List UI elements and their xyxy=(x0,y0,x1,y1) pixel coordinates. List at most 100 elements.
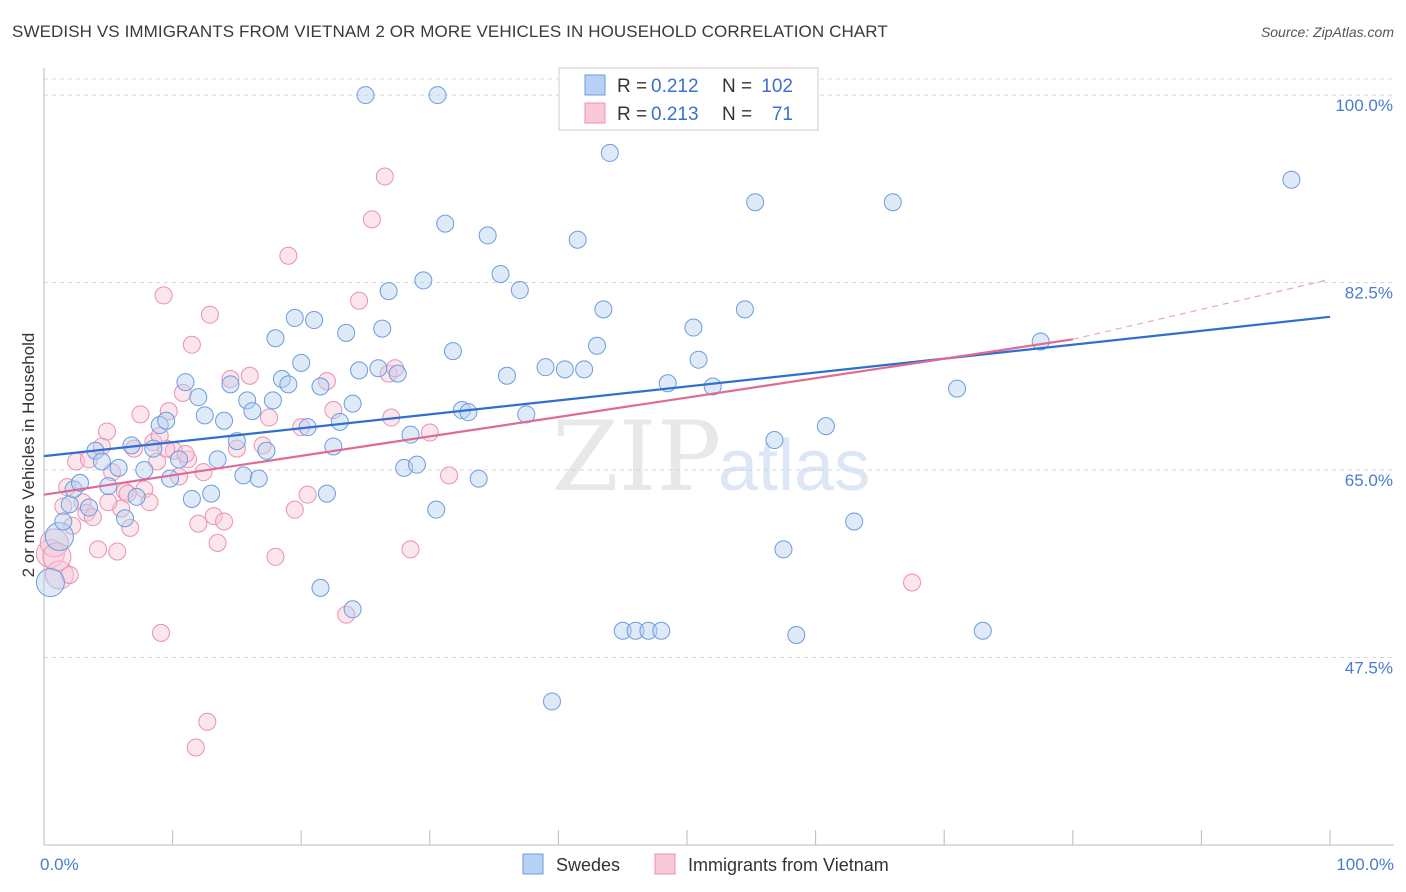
swedes-point-56 xyxy=(407,455,426,474)
swedes-point-31 xyxy=(243,402,262,421)
y-tick-label-1: 65.0% xyxy=(1345,471,1393,490)
vietnam-point-58 xyxy=(440,466,459,485)
swedes-point-49 xyxy=(356,86,375,105)
swedes-point-98 xyxy=(311,578,330,597)
legend-bottom: Swedes Immigrants from Vietnam xyxy=(522,853,889,875)
swedes-point-60 xyxy=(443,342,462,361)
vietnam-point-14 xyxy=(108,542,127,561)
swedes-point-21 xyxy=(182,489,201,508)
swedes-point-51 xyxy=(373,319,392,338)
vietnam-point-36 xyxy=(200,305,219,324)
trend-line-vietnam-extension xyxy=(1072,278,1331,340)
swedes-point-99 xyxy=(343,600,362,619)
vietnam-point-35 xyxy=(198,712,217,731)
vietnam-point-45 xyxy=(285,500,304,519)
vietnam-point-40 xyxy=(240,366,259,385)
swedes-point-71 xyxy=(555,360,574,379)
x-ticks xyxy=(172,830,1331,845)
y-tick-label-2: 82.5% xyxy=(1345,284,1393,303)
swedes-point-41 xyxy=(305,311,324,330)
vietnam-point-31 xyxy=(182,335,201,354)
swedes-point-22 xyxy=(189,388,208,407)
vietnam-point-25 xyxy=(154,286,173,305)
vietnam-point-57 xyxy=(420,423,439,442)
swedes-point-13 xyxy=(127,487,146,506)
vietnam-point-67 xyxy=(227,439,246,458)
legend-top: R = 0.212 N = 102 R = 0.213 N = 71 xyxy=(558,67,819,131)
vietnam-point-59 xyxy=(903,573,922,592)
vietnam-point-3 xyxy=(54,497,73,516)
vietnam-point-51 xyxy=(362,210,381,229)
vietnam-point-5 xyxy=(63,516,82,535)
swedes-point-52 xyxy=(379,282,398,301)
swedes-point-92 xyxy=(883,193,902,212)
swedes-point-90 xyxy=(816,417,835,436)
swedes-point-17 xyxy=(157,411,176,430)
vietnam-point-18 xyxy=(125,439,144,458)
swedes-point-32 xyxy=(249,469,268,488)
series-vietnam-points xyxy=(35,167,922,757)
swedes-point-73 xyxy=(575,360,594,379)
y-tick-label-3: 100.0% xyxy=(1335,96,1393,115)
swedes-point-77 xyxy=(613,621,632,640)
swedes-point-94 xyxy=(973,621,992,640)
swedes-point-97 xyxy=(428,86,447,105)
vietnam-point-42 xyxy=(260,408,279,427)
legend-n-label-swedes: N = xyxy=(722,76,752,97)
swedes-point-93 xyxy=(948,379,967,398)
swedes-point-18 xyxy=(161,469,180,488)
swedes-point-26 xyxy=(215,411,234,430)
swedes-point-27 xyxy=(221,375,240,394)
swedes-point-37 xyxy=(279,375,298,394)
swedes-point-23 xyxy=(195,406,214,425)
swedes-point-20 xyxy=(176,373,195,392)
trend-lines xyxy=(43,278,1331,496)
swedes-point-86 xyxy=(746,193,765,212)
swedes-point-50 xyxy=(369,359,388,378)
chart-title: SWEDISH VS IMMIGRANTS FROM VIETNAM 2 OR … xyxy=(12,22,888,41)
y-tick-labels: 47.5% 65.0% 82.5% 100.0% xyxy=(1335,96,1393,677)
swedes-point-34 xyxy=(263,391,282,410)
vietnam-point-12 xyxy=(98,422,117,441)
swedes-point-69 xyxy=(536,358,555,377)
vietnam-point-52 xyxy=(375,167,394,186)
swedes-point-5 xyxy=(71,473,90,492)
legend-swatch-vietnam xyxy=(584,102,606,124)
swedes-point-25 xyxy=(208,450,227,469)
y-tick-label-0: 47.5% xyxy=(1345,659,1393,678)
swedes-point-96 xyxy=(1282,170,1301,189)
swedes-point-43 xyxy=(317,484,336,503)
legend-bottom-swatch-vietnam xyxy=(654,853,676,875)
swedes-point-74 xyxy=(587,336,606,355)
swedes-point-75 xyxy=(594,300,613,319)
trend-line-vietnam xyxy=(43,338,1073,496)
swedes-point-58 xyxy=(427,500,446,519)
series-swedes-points xyxy=(35,86,1301,711)
axes xyxy=(43,68,1394,846)
x-tick-label-0: 0.0% xyxy=(40,855,79,874)
swedes-point-88 xyxy=(774,540,793,559)
swedes-point-70 xyxy=(542,692,561,711)
swedes-point-29 xyxy=(234,466,253,485)
vietnam-point-32 xyxy=(186,738,205,757)
swedes-point-45 xyxy=(330,412,349,431)
watermark-zip: ZIP xyxy=(552,401,721,513)
vietnam-point-24 xyxy=(152,623,171,642)
swedes-point-42 xyxy=(311,377,330,396)
vietnam-point-38 xyxy=(208,533,227,552)
source-label: Source: ZipAtlas.com xyxy=(1260,24,1394,40)
vietnam-point-43 xyxy=(266,547,285,566)
vietnam-point-48 xyxy=(324,401,343,420)
swedes-point-33 xyxy=(257,441,276,460)
swedes-point-65 xyxy=(491,264,510,283)
vietnam-point-50 xyxy=(350,291,369,310)
swedes-point-47 xyxy=(343,394,362,413)
legend-n-label-vietnam: N = xyxy=(722,104,752,125)
swedes-point-82 xyxy=(684,318,703,337)
vietnam-point-63 xyxy=(99,493,118,512)
swedes-point-91 xyxy=(845,512,864,531)
y-axis-label: 2 or more Vehicles in Household xyxy=(19,333,38,578)
swedes-point-64 xyxy=(478,226,497,245)
legend-bottom-swatch-swedes xyxy=(522,853,544,875)
